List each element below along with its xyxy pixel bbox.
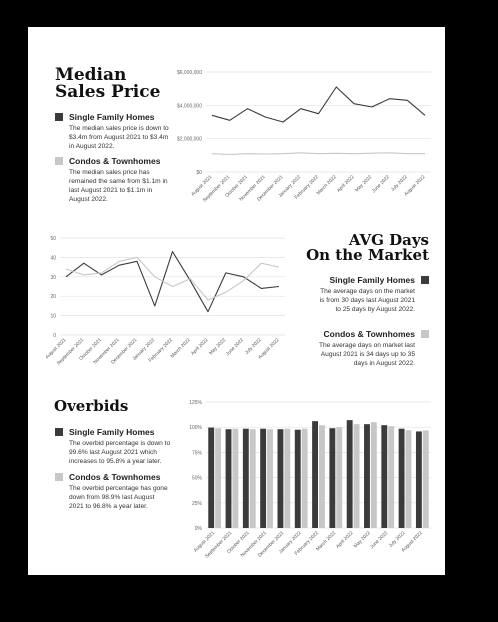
condo-description: The average days on market last August 2… — [318, 342, 415, 367]
y-tick-label: 20 — [50, 294, 56, 300]
x-tick-label: June 2022 — [225, 337, 245, 357]
bar — [388, 426, 395, 528]
bar — [225, 429, 232, 528]
dark-swatch-icon — [421, 276, 429, 284]
series-line — [65, 256, 280, 301]
legend-sfh: Single Family Homes — [55, 112, 155, 122]
y-tick-label: $4,000,000 — [177, 103, 202, 109]
dark-swatch-icon — [55, 113, 63, 121]
bar — [294, 429, 301, 528]
y-tick-label: 0 — [53, 333, 56, 339]
bar — [329, 428, 336, 528]
bar — [353, 424, 360, 528]
light-swatch-icon — [421, 330, 429, 338]
title-line2: On the Market — [306, 246, 429, 264]
bar — [242, 428, 249, 528]
y-tick-label: $2,000,000 — [177, 137, 202, 143]
y-tick-label: 50 — [50, 236, 56, 242]
bar — [249, 429, 256, 528]
sfh-description: The median sales price is down to $3.4m … — [69, 125, 169, 150]
bar — [267, 429, 273, 528]
y-tick-label: $0 — [196, 170, 202, 176]
y-tick-label: 30 — [50, 275, 56, 281]
bar — [415, 431, 422, 528]
x-tick-label: March 2022 — [316, 174, 338, 196]
y-tick-label: 50% — [192, 476, 203, 482]
bar — [215, 428, 222, 528]
sfh-description: The average days on the market is from 3… — [319, 288, 415, 313]
bar — [232, 428, 239, 528]
bar — [336, 427, 343, 528]
bar — [260, 428, 267, 528]
avg-days-title: AVG Days On the Market — [306, 233, 429, 263]
x-tick-label: March 2022 — [170, 337, 192, 359]
bar — [398, 428, 405, 528]
legend-condo: Condos & Townhomes — [55, 472, 160, 482]
legend-sfh: Single Family Homes — [55, 427, 155, 437]
condo-description: The median sales price has remained the … — [69, 169, 168, 203]
bar — [370, 422, 377, 528]
bar — [312, 421, 318, 528]
y-tick-label: 0% — [195, 526, 203, 532]
x-tick-label: April 2022 — [335, 530, 355, 550]
y-tick-label: 75% — [192, 450, 203, 456]
legend-label: Condos & Townhomes — [69, 156, 161, 166]
light-swatch-icon — [55, 157, 63, 165]
overbids-chart: 0%25%50%75%100%125%August 2021September … — [189, 400, 431, 559]
x-tick-label: July 2022 — [390, 174, 409, 193]
x-tick-label: April 2022 — [336, 174, 356, 194]
bar — [405, 430, 412, 528]
bar — [364, 424, 370, 528]
series-line — [65, 251, 280, 313]
y-tick-label: 10 — [50, 314, 56, 320]
report-page: Median Sales Price Single Family Homes T… — [28, 27, 445, 575]
bar — [346, 420, 353, 528]
bar — [319, 425, 325, 528]
y-tick-label: 25% — [192, 501, 203, 507]
legend-label: Condos & Townhomes — [69, 472, 161, 482]
title-line1: AVG Days — [348, 231, 429, 249]
legend-label: Single Family Homes — [329, 275, 416, 285]
bar — [208, 427, 215, 528]
bar — [301, 428, 308, 528]
y-tick-label: $6,000,000 — [177, 70, 202, 76]
sfh-description: The overbid percentage is down to 99.6% … — [69, 440, 171, 465]
bar — [381, 425, 388, 528]
condo-description: The overbid percentage has gone down fro… — [69, 485, 168, 510]
bar — [277, 429, 284, 528]
legend-label: Single Family Homes — [69, 427, 155, 437]
legend-label: Condos & Townhomes — [323, 329, 415, 339]
bar — [422, 430, 429, 528]
bar — [284, 428, 291, 528]
median-sales-price-title: Median Sales Price — [55, 67, 160, 101]
x-tick-label: July 2022 — [244, 337, 263, 356]
series-line — [211, 152, 425, 156]
legend-condo: Condos & Townhomes — [324, 329, 429, 339]
legend-label: Single Family Homes — [69, 112, 155, 122]
overbids-title: Overbids — [54, 397, 129, 415]
x-tick-label: June 2022 — [369, 530, 389, 550]
y-tick-label: 100% — [189, 425, 202, 431]
light-swatch-icon — [55, 473, 63, 481]
title-line1: Median — [55, 65, 127, 85]
legend-condo: Condos & Townhomes — [55, 156, 160, 166]
dark-swatch-icon — [55, 428, 63, 436]
title-line2: Sales Price — [55, 82, 161, 102]
series-line — [211, 86, 426, 123]
y-tick-label: 125% — [189, 400, 202, 406]
legend-sfh: Single Family Homes — [329, 275, 429, 285]
y-tick-label: 40 — [50, 255, 56, 261]
x-tick-label: June 2022 — [371, 174, 391, 194]
x-tick-label: April 2022 — [190, 337, 210, 357]
